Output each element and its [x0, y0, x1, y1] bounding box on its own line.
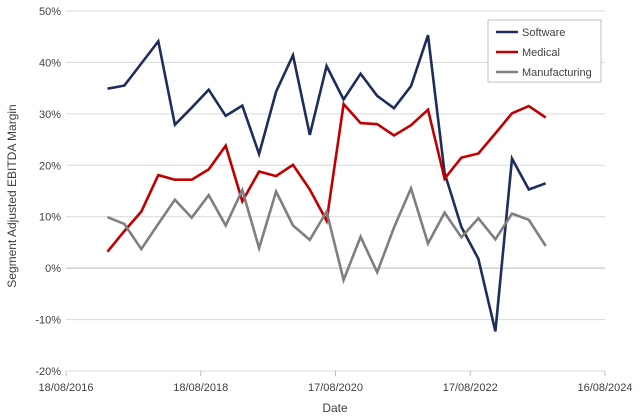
series-line-manufacturing: [107, 184, 547, 285]
legend-label: Manufacturing: [522, 67, 592, 79]
legend-label: Medical: [522, 47, 560, 59]
x-tick-label: 17/08/2020: [308, 382, 363, 394]
x-tick-label: 18/08/2018: [173, 382, 228, 394]
legend: Software Medical Manufacturing: [487, 19, 602, 83]
y-tick-label: 0%: [45, 263, 61, 275]
y-tick-label: 20%: [39, 160, 61, 172]
series-line-medical: [106, 101, 547, 253]
tick-labels: -20% -10% 0% 10% 20% 30% 40% 50% 18/08/2016 18/08…: [35, 6, 632, 394]
x-axis-title: Date: [322, 401, 348, 415]
series-line-software: [107, 34, 547, 332]
y-tick-label: 50%: [39, 6, 61, 18]
series-lines: [106, 34, 547, 332]
y-tick-label: -20%: [35, 366, 61, 378]
axes: [65, 267, 606, 376]
y-tick-label: -10%: [35, 315, 61, 327]
x-tick-label: 17/08/2022: [443, 382, 498, 394]
legend-label: Software: [522, 27, 565, 39]
y-axis-title: Segment Adjusted EBITDA Margin: [5, 104, 19, 287]
y-tick-label: 40%: [39, 57, 61, 69]
y-tick-label: 30%: [39, 109, 61, 121]
y-tick-label: 10%: [39, 212, 61, 224]
x-tick-label: 18/08/2016: [38, 382, 93, 394]
x-tick-label: 16/08/2024: [577, 382, 632, 394]
